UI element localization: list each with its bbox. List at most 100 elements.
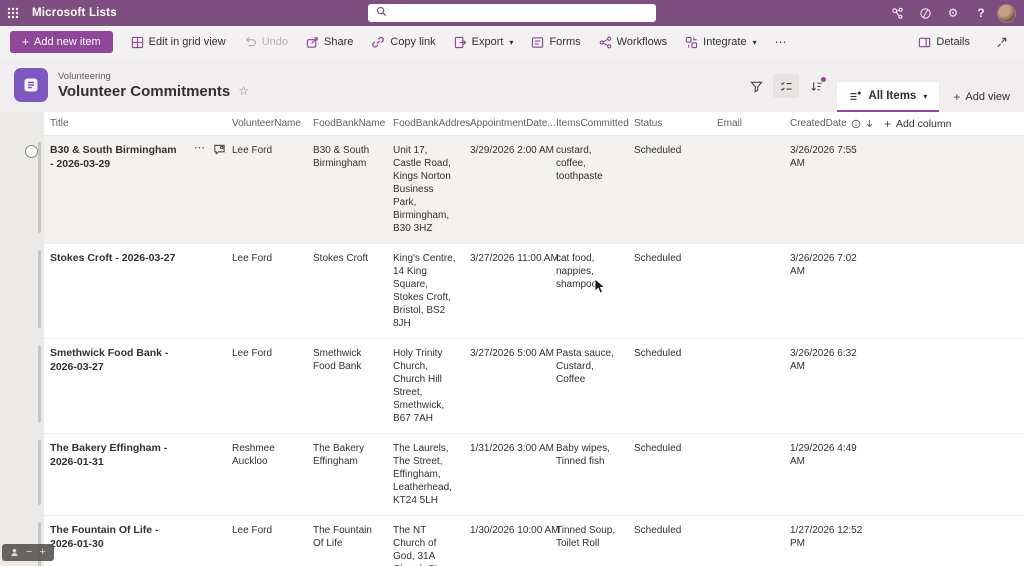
- view-options-icon[interactable]: [773, 74, 800, 98]
- cell-add-column-spacer: [884, 516, 1024, 566]
- add-view-button[interactable]: + Add view: [953, 90, 1010, 104]
- theme-toggle-icon[interactable]: [913, 1, 937, 25]
- integrate-button[interactable]: Integrate ▾: [677, 32, 764, 53]
- cell-foodbank-address: King's Centre, 14 King Square, Stokes Cr…: [393, 253, 456, 329]
- cell-volunteer-name: Lee Ford: [232, 145, 273, 156]
- row-left-bar: [38, 345, 41, 423]
- row-more-icon[interactable]: ⋯: [194, 142, 205, 154]
- workflows-icon: [599, 36, 611, 48]
- chevron-down-icon: ▾: [923, 91, 928, 101]
- connections-icon[interactable]: [885, 1, 909, 25]
- row-left-bar: [38, 250, 41, 328]
- cell-foodbank-address: The Laurels, The Street, Effingham, Leat…: [393, 443, 452, 506]
- column-header-created-date[interactable]: CreatedDate: [790, 118, 884, 129]
- cell-email: [717, 516, 790, 566]
- edit-in-grid-view-button[interactable]: Edit in grid view: [123, 32, 234, 53]
- breadcrumb-site[interactable]: Volunteering: [58, 70, 111, 82]
- link-icon: [372, 36, 385, 48]
- cell-title[interactable]: The Bakery Effingham - 2026-01-31: [50, 442, 168, 468]
- cell-foodbank-name: B30 & South Birmingham: [313, 145, 370, 169]
- add-new-item-button[interactable]: + Add new item: [10, 31, 113, 53]
- column-header-email[interactable]: Email: [717, 118, 743, 129]
- cell-created-date: 1/27/2026 12:52 PM: [790, 525, 863, 549]
- filter-icon[interactable]: [743, 74, 769, 98]
- cell-foodbank-address: Unit 17, Castle Road, Kings Norton Busin…: [393, 145, 451, 234]
- cell-created-date: 1/29/2026 4:49 AM: [790, 443, 857, 467]
- column-header-appointment-date[interactable]: AppointmentDate...: [470, 118, 556, 129]
- help-icon[interactable]: ?: [977, 6, 985, 20]
- workflows-button[interactable]: Workflows: [591, 32, 676, 53]
- column-header-foodbank-address[interactable]: FoodBankAddress: [393, 118, 470, 129]
- cell-created-date: 3/26/2026 6:32 AM: [790, 348, 857, 372]
- search-input[interactable]: [393, 7, 633, 19]
- app-title: Microsoft Lists: [32, 7, 117, 19]
- undo-button[interactable]: Undo: [236, 32, 296, 53]
- table-row[interactable]: The Fountain Of Life - 2026-01-30 ⋯ Lee …: [38, 516, 1024, 566]
- cell-email: [717, 244, 790, 338]
- row-left-bar: [38, 440, 41, 505]
- cell-title[interactable]: The Fountain Of Life - 2026-01-30: [50, 524, 159, 550]
- cell-title[interactable]: Stokes Croft - 2026-03-27: [50, 252, 176, 264]
- cell-appointment-date: 3/27/2026 5:00 AM: [470, 348, 554, 359]
- cell-items-committed: cat food, nappies, shampoo: [556, 253, 598, 290]
- row-actions: ⋯: [194, 136, 232, 243]
- column-header-items-committed[interactable]: ItemsCommitted: [556, 118, 629, 129]
- export-button[interactable]: Export ▾: [446, 32, 522, 53]
- cell-email: [717, 136, 790, 243]
- cell-appointment-date: 1/30/2026 10:00 AM: [470, 525, 560, 536]
- row-comment-icon[interactable]: [213, 143, 226, 159]
- cell-add-column-spacer: [884, 244, 1024, 338]
- column-header-volunteer-name[interactable]: VolunteerName: [232, 118, 301, 129]
- collapse-commandbar-icon[interactable]: [988, 30, 1014, 54]
- details-button[interactable]: Details: [910, 32, 978, 53]
- zoom-out-button[interactable]: −: [26, 546, 33, 558]
- list-grid-area: Title VolunteerName FoodBankName FoodBan…: [0, 112, 1024, 566]
- cell-volunteer-name: Lee Ford: [232, 253, 273, 264]
- more-icon: ⋯: [774, 35, 787, 49]
- sort-active-badge: [821, 77, 827, 82]
- column-header-foodbank-name[interactable]: FoodBankName: [313, 118, 386, 129]
- cell-volunteer-name: Lee Ford: [232, 525, 273, 536]
- cell-items-committed: Pasta sauce, Custard, Coffee: [556, 348, 614, 385]
- table-row[interactable]: The Bakery Effingham - 2026-01-31 ⋯ Resh…: [38, 434, 1024, 516]
- more-commands-button[interactable]: ⋯: [767, 32, 795, 52]
- table-row[interactable]: Stokes Croft - 2026-03-27 ⋯ Lee Ford Sto…: [38, 244, 1024, 339]
- screen-zoom-control[interactable]: − +: [2, 544, 54, 561]
- cell-email: [717, 434, 790, 515]
- cell-title[interactable]: Smethwick Food Bank - 2026-03-27: [50, 347, 169, 373]
- table-row[interactable]: Smethwick Food Bank - 2026-03-27 ⋯ Lee F…: [38, 339, 1024, 434]
- topbar-actions: ⚙ ?: [885, 1, 1024, 25]
- cell-status: Scheduled: [634, 525, 682, 536]
- table-body: B30 & South Birmingham - 2026-03-29 ⋯ Le…: [25, 136, 1024, 566]
- cell-title[interactable]: B30 & South Birmingham - 2026-03-29: [50, 144, 177, 170]
- waffle-menu-icon[interactable]: [0, 0, 26, 26]
- export-icon: [454, 36, 467, 48]
- command-bar: + Add new item Edit in grid view Undo Sh…: [0, 26, 1024, 58]
- plus-icon: +: [953, 90, 961, 104]
- cell-items-committed: custard, coffee, toothpaste: [556, 145, 603, 182]
- cell-add-column-spacer: [884, 434, 1024, 515]
- sort-descending-icon: [866, 120, 872, 127]
- search-box[interactable]: [368, 4, 656, 22]
- cell-appointment-date: 3/29/2026 2:00 AM: [470, 145, 554, 156]
- page-title: Volunteer Commitments: [58, 82, 231, 100]
- sort-icon[interactable]: [803, 74, 829, 98]
- column-header-title[interactable]: Title: [50, 118, 69, 129]
- share-button[interactable]: Share: [298, 32, 361, 53]
- cell-status: Scheduled: [634, 348, 682, 359]
- forms-button[interactable]: Forms: [523, 32, 588, 53]
- top-app-bar: Microsoft Lists ⚙ ?: [0, 0, 1024, 26]
- column-header-status[interactable]: Status: [634, 118, 663, 129]
- zoom-in-button[interactable]: +: [39, 546, 46, 558]
- add-column-button[interactable]: + Add column: [884, 117, 952, 130]
- table-row[interactable]: B30 & South Birmingham - 2026-03-29 ⋯ Le…: [25, 136, 1024, 244]
- cell-volunteer-name: Lee Ford: [232, 348, 273, 359]
- tab-all-items[interactable]: All Items ▾: [837, 82, 940, 112]
- settings-gear-icon[interactable]: ⚙: [947, 6, 959, 20]
- cell-created-date: 3/26/2026 7:55 AM: [790, 145, 857, 169]
- row-select-checkbox[interactable]: [25, 145, 38, 158]
- favorite-star-icon[interactable]: ☆: [238, 84, 250, 98]
- user-avatar[interactable]: [997, 3, 1016, 23]
- copy-link-button[interactable]: Copy link: [363, 31, 443, 53]
- cell-foodbank-address: The NT Church of God, 31A Church St, Old…: [393, 525, 440, 566]
